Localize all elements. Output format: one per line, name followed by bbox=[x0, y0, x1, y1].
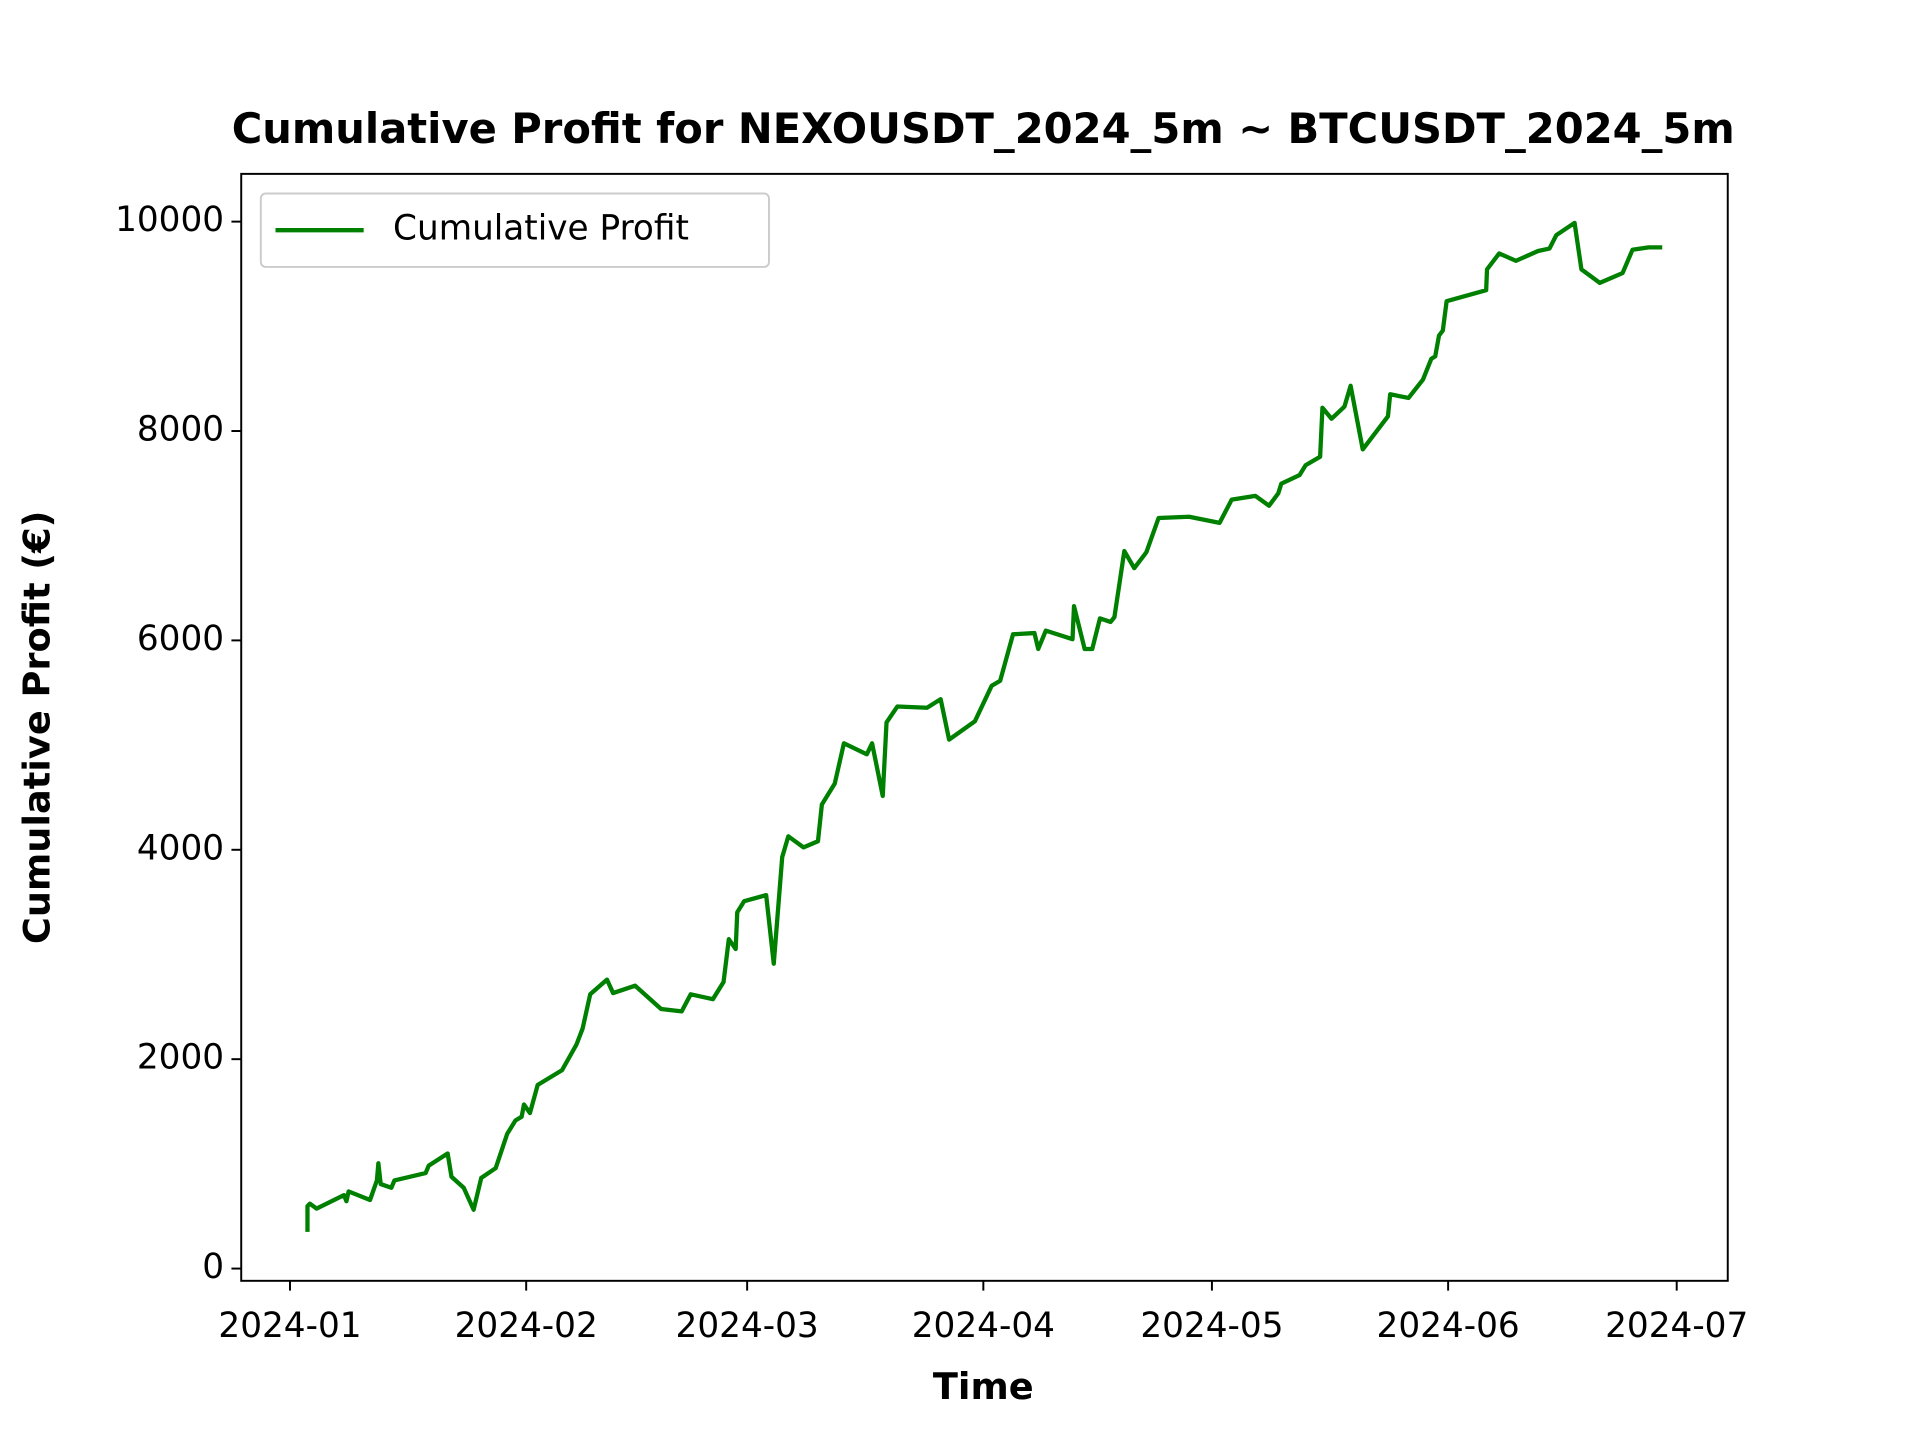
y-tick-label: 10000 bbox=[115, 200, 224, 240]
x-tick-label: 2024-01 bbox=[218, 1306, 361, 1346]
x-tick-label: 2024-05 bbox=[1140, 1306, 1283, 1346]
y-tick-label: 0 bbox=[202, 1247, 224, 1287]
y-tick-label: 4000 bbox=[137, 828, 224, 868]
y-axis-label: Cumulative Profit (€) bbox=[16, 511, 59, 945]
x-tick-label: 2024-06 bbox=[1377, 1306, 1520, 1346]
y-tick-label: 6000 bbox=[137, 619, 224, 659]
chart-title: Cumulative Profit for NEXOUSDT_2024_5m ~… bbox=[232, 104, 1735, 153]
x-tick-label: 2024-03 bbox=[676, 1306, 819, 1346]
x-axis-label: Time bbox=[933, 1365, 1034, 1408]
x-tick-label: 2024-07 bbox=[1605, 1306, 1748, 1346]
x-tick-label: 2024-02 bbox=[455, 1306, 598, 1346]
y-tick-label: 8000 bbox=[137, 410, 224, 450]
x-tick-label: 2024-04 bbox=[912, 1306, 1055, 1346]
legend-label: Cumulative Profit bbox=[393, 209, 689, 249]
y-tick-label: 2000 bbox=[137, 1038, 224, 1078]
axes-frame bbox=[240, 172, 1729, 1282]
line-series bbox=[305, 220, 1663, 1232]
legend-box bbox=[259, 192, 770, 268]
